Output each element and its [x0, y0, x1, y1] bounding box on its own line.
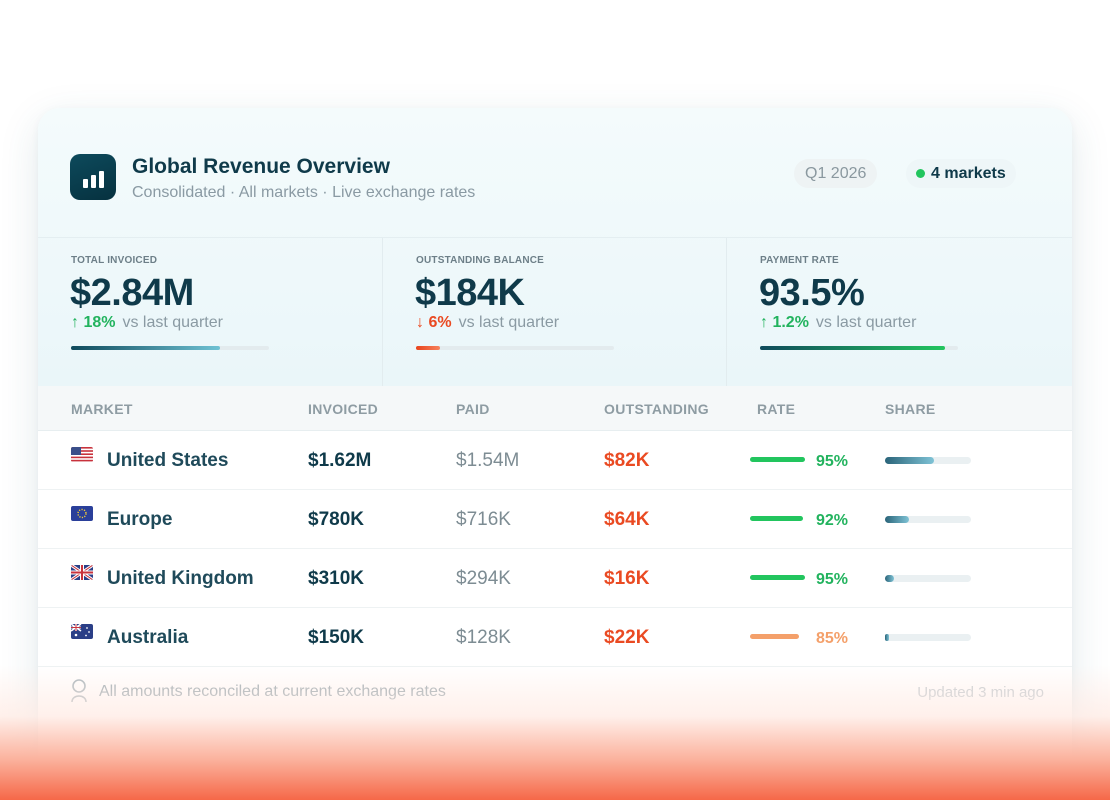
share-bar-track: [885, 516, 971, 523]
column-header-outstanding[interactable]: OUTSTANDING: [604, 401, 709, 417]
rate-bar: [750, 634, 799, 639]
rate-bar: [750, 575, 805, 580]
page-title: Global Revenue Overview: [132, 155, 390, 178]
share-bar-fill: [885, 575, 895, 582]
share-bar-fill: [885, 634, 890, 641]
table-row[interactable]: Europe $780K $716K $64K 92%: [38, 490, 1072, 549]
stat-progress-fill: [71, 346, 220, 350]
stat-label: TOTAL INVOICED: [71, 255, 158, 266]
market-name: United States: [107, 450, 229, 471]
rate-value: 95%: [816, 571, 849, 588]
rate-value: 85%: [816, 630, 849, 647]
au-flag-icon: [71, 624, 93, 639]
paid-value: $128K: [456, 627, 511, 648]
quarter-label: Q1 2026: [805, 164, 867, 182]
stat-progress-fill: [760, 346, 946, 350]
invoiced-value: $310K: [308, 568, 364, 589]
last-updated-label: Updated 3 min ago: [917, 684, 1044, 701]
eu-flag-icon: [71, 506, 93, 521]
rate-value: 92%: [816, 512, 849, 529]
market-name: Europe: [107, 509, 173, 530]
invoiced-value: $1.62M: [308, 450, 372, 471]
stat-value: 93.5%: [759, 272, 865, 314]
column-header-market[interactable]: MARKET: [71, 401, 133, 417]
stat-progress-fill: [416, 346, 440, 350]
stat-value: $2.84M: [70, 272, 194, 314]
outstanding-value: $82K: [604, 450, 650, 471]
stat-payment-rate: PAYMENT RATE 93.5% ↑ 1.2% vs last quarte…: [726, 238, 1072, 386]
paid-value: $1.54M: [456, 450, 520, 471]
reconcile-user-icon: [71, 679, 87, 703]
markets-count: 4 markets: [931, 164, 1006, 182]
market-name: Australia: [107, 627, 189, 648]
table-row[interactable]: United Kingdom $310K $294K $16K 95%: [38, 549, 1072, 608]
stat-progress-track: [71, 346, 269, 350]
share-bar-track: [885, 634, 971, 641]
status-dot-icon: [916, 169, 925, 178]
stat-compare: vs last quarter: [122, 314, 223, 331]
table-header: MARKET INVOICED PAID OUTSTANDING RATE SH…: [38, 386, 1072, 431]
table-row[interactable]: Australia $150K $128K $22K 85%: [38, 608, 1072, 667]
column-header-paid[interactable]: PAID: [456, 401, 490, 417]
stat-change: ↑ 1.2% vs last quarter: [760, 314, 916, 332]
share-bar-track: [885, 457, 971, 464]
stat-label: PAYMENT RATE: [760, 255, 839, 266]
page-subtitle: Consolidated · All markets · Live exchan…: [132, 184, 476, 201]
market-name: United Kingdom: [107, 568, 254, 589]
bar-chart-logo-icon: [70, 154, 116, 200]
stat-progress-track: [416, 346, 614, 350]
outstanding-value: $22K: [604, 627, 650, 648]
stat-delta: ↓ 6%: [416, 314, 452, 331]
column-header-invoiced[interactable]: INVOICED: [308, 401, 379, 417]
table-row[interactable]: United States $1.62M $1.54M $82K 95%: [38, 431, 1072, 490]
outstanding-value: $64K: [604, 509, 650, 530]
card-header-background: [38, 108, 1072, 386]
stat-value: $184K: [415, 272, 525, 314]
quarter-selector[interactable]: Q1 2026: [794, 159, 878, 188]
invoiced-value: $150K: [308, 627, 364, 648]
us-flag-icon: [71, 447, 93, 462]
divider: [38, 237, 1072, 238]
rate-value: 95%: [816, 453, 849, 470]
footer-note: All amounts reconciled at current exchan…: [99, 683, 446, 700]
paid-value: $716K: [456, 509, 511, 530]
revenue-overview-card: Global Revenue Overview Consolidated · A…: [38, 108, 1072, 800]
stat-delta: ↑ 18%: [71, 314, 116, 331]
paid-value: $294K: [456, 568, 511, 589]
invoiced-value: $780K: [308, 509, 364, 530]
stat-compare: vs last quarter: [815, 314, 917, 331]
stat-label: OUTSTANDING BALANCE: [416, 255, 545, 266]
stat-total-invoiced: TOTAL INVOICED $2.84M ↑ 18% vs last quar…: [38, 238, 382, 386]
stat-outstanding-balance: OUTSTANDING BALANCE $184K ↓ 6% vs last q…: [382, 238, 726, 386]
column-header-rate[interactable]: RATE: [757, 401, 796, 417]
stat-change: ↓ 6% vs last quarter: [416, 314, 559, 332]
stat-change: ↑ 18% vs last quarter: [71, 314, 223, 332]
rate-bar: [750, 516, 803, 521]
uk-flag-icon: [71, 565, 93, 580]
share-bar-fill: [885, 457, 935, 464]
stat-delta: ↑ 1.2%: [760, 314, 809, 331]
column-header-share[interactable]: SHARE: [885, 401, 936, 417]
outstanding-value: $16K: [604, 568, 650, 589]
share-bar-fill: [885, 516, 909, 523]
stat-progress-track: [760, 346, 958, 350]
share-bar-track: [885, 575, 971, 582]
stat-compare: vs last quarter: [458, 314, 560, 331]
rate-bar: [750, 457, 805, 462]
markets-badge[interactable]: 4 markets: [906, 159, 1016, 188]
